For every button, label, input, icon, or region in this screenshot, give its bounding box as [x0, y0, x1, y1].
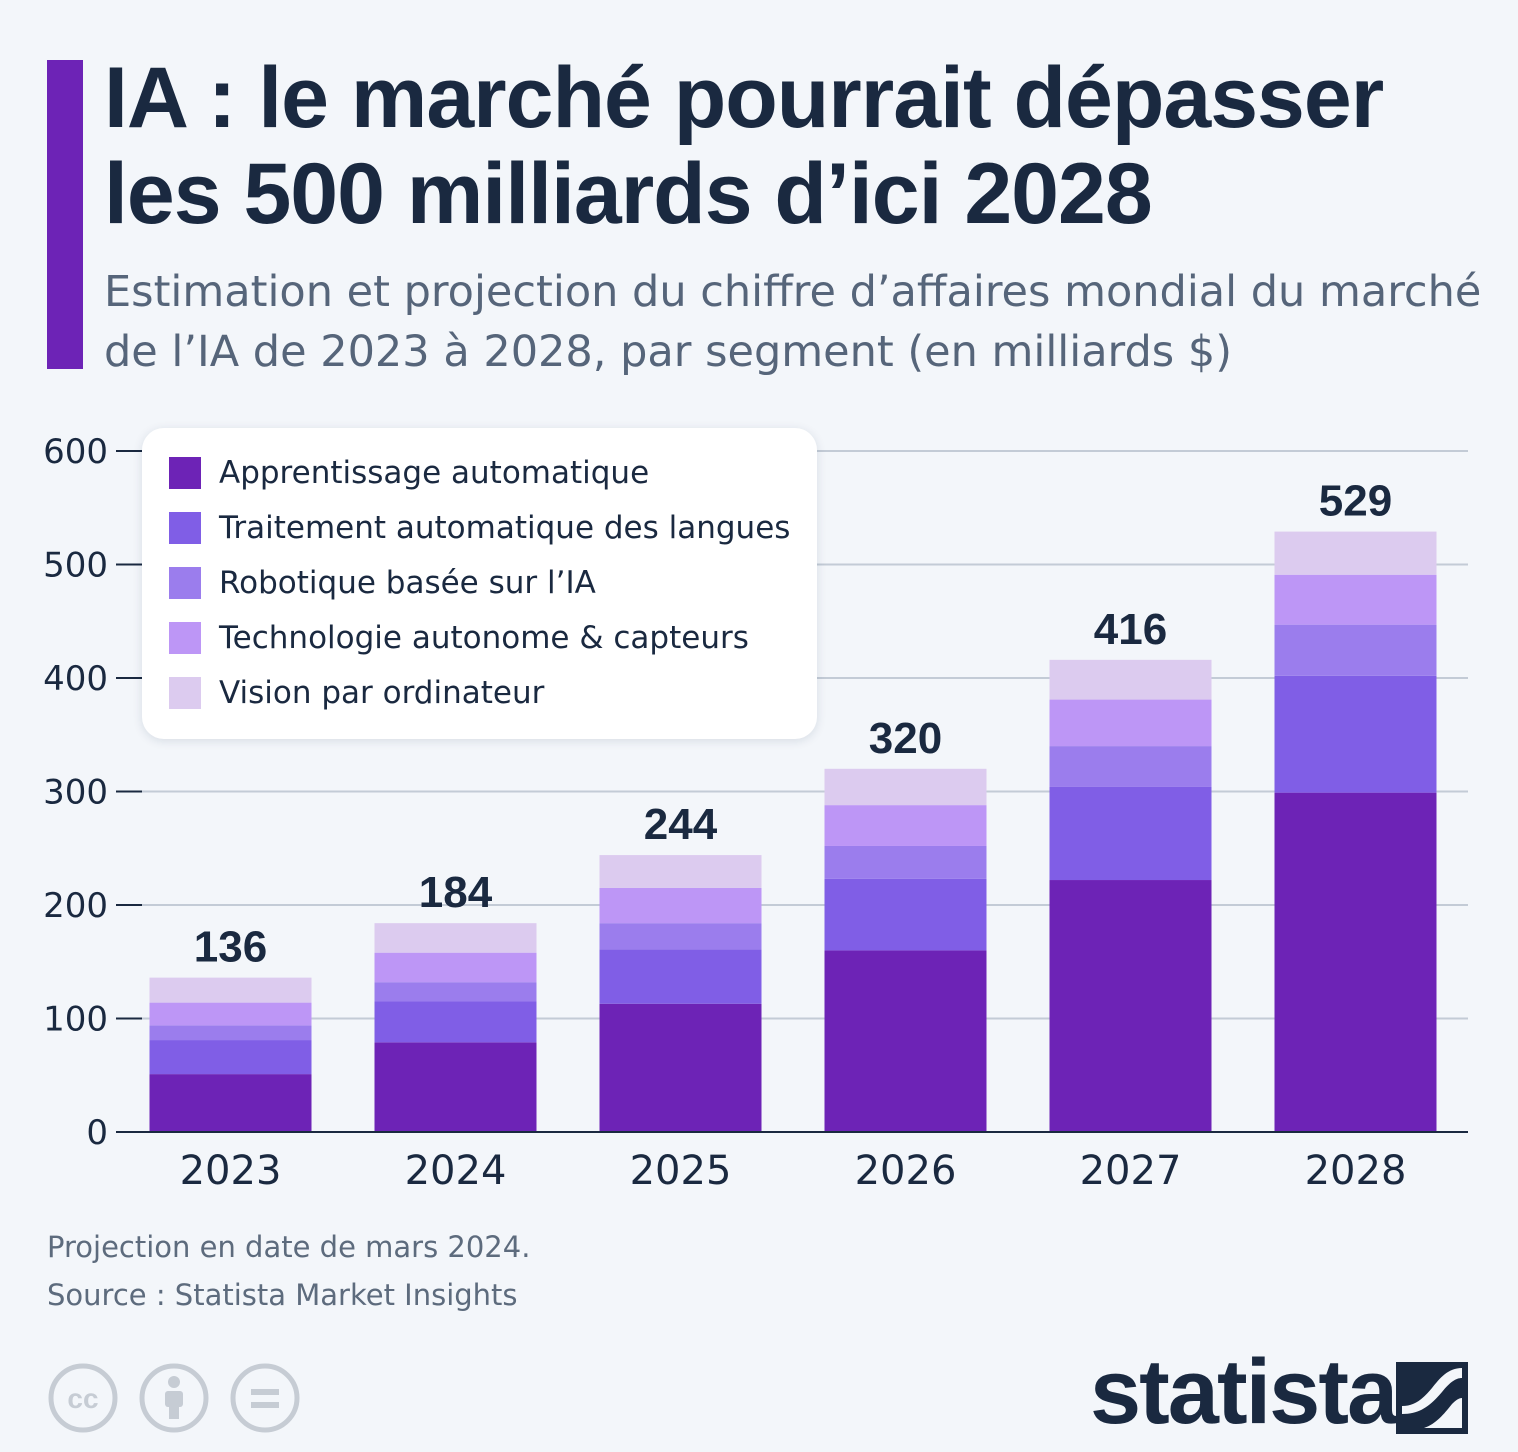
y-tick-label: 100: [43, 1000, 108, 1040]
bar-segment: [1274, 675, 1437, 793]
bar-segment: [824, 768, 987, 806]
statista-brand[interactable]: statista: [1090, 1341, 1398, 1443]
source-link[interactable]: Source : Statista Market Insights: [47, 1278, 518, 1312]
legend-label: Vision par ordinateur: [219, 675, 545, 711]
y-axis-ticks: 0 100 200 300 400 500 600: [43, 432, 108, 1153]
bar-segment: [149, 1074, 312, 1132]
y-tick-label: 300: [43, 773, 108, 813]
y-tick-label: 400: [43, 659, 108, 699]
bar-total-label: 529: [1319, 477, 1392, 526]
bar-total-label: 184: [419, 868, 493, 917]
bar-segment: [149, 977, 312, 1003]
bar-segment: [824, 878, 987, 951]
x-axis-ticks: 2023 2024 2025 2026 2027 2028: [180, 1148, 1407, 1194]
bar-totals: 136 184 244 320 416 529: [194, 477, 1392, 972]
no-derivatives-icon[interactable]: [229, 1362, 301, 1434]
attribution-icon[interactable]: [138, 1362, 210, 1434]
bar-segment: [374, 982, 537, 1002]
bar-total-label: 416: [1094, 605, 1167, 654]
legend-item: Robotique basée sur l’IA: [169, 563, 596, 603]
y-tick-label: 200: [43, 886, 108, 926]
legend-item: Traitement automatique des langues: [169, 508, 790, 548]
legend-item: Vision par ordinateur: [169, 673, 544, 713]
x-tick-label: 2024: [405, 1148, 507, 1194]
stacked-bar-chart: 0 100 200 300 400 500 600 136 184 244 320 416 529 2…: [43, 432, 1468, 1194]
bar-segment: [824, 805, 987, 846]
bar-segment: [149, 1040, 312, 1075]
legend-swatch: [169, 457, 201, 489]
legend-swatch: [169, 677, 201, 709]
title-accent-bar: [47, 60, 83, 369]
legend: Apprentissage automatique Traitement aut…: [142, 428, 817, 739]
x-tick-label: 2023: [180, 1148, 282, 1194]
legend-label: Traitement automatique des langues: [219, 510, 791, 546]
bar-segment: [599, 855, 762, 888]
bar-segment: [1049, 699, 1212, 747]
bar-segment: [1049, 786, 1212, 881]
legend-label: Apprentissage automatique: [219, 455, 650, 491]
bar-segment: [1274, 792, 1437, 1132]
legend-item: Technologie autonome & capteurs: [169, 618, 749, 658]
footnote: Projection en date de mars 2024.: [47, 1230, 531, 1264]
bars: [149, 531, 1437, 1132]
bar-segment: [149, 1002, 312, 1026]
bar-segment: [1274, 574, 1437, 625]
bar-segment: [599, 949, 762, 1004]
bar-segment: [1274, 624, 1437, 676]
legend-label: Robotique basée sur l’IA: [219, 565, 596, 601]
cc-icon[interactable]: cc: [47, 1362, 119, 1434]
bar-segment: [1274, 531, 1437, 575]
bar-segment: [824, 845, 987, 879]
bar-segment: [374, 923, 537, 953]
svg-text:cc: cc: [67, 1383, 98, 1414]
bar-segment: [599, 923, 762, 950]
x-tick-label: 2027: [1080, 1148, 1182, 1194]
x-tick-label: 2028: [1305, 1148, 1407, 1194]
bar-total-label: 244: [644, 800, 718, 849]
bar-segment: [599, 1003, 762, 1132]
bar-segment: [374, 952, 537, 983]
x-tick-label: 2026: [855, 1148, 957, 1194]
statista-logo-icon[interactable]: [1396, 1362, 1468, 1434]
legend-swatch: [169, 512, 201, 544]
x-tick-label: 2025: [630, 1148, 732, 1194]
legend-item: Apprentissage automatique: [169, 453, 649, 493]
y-tick-label: 0: [86, 1113, 108, 1153]
bar-segment: [1049, 880, 1212, 1132]
bar-segment: [1049, 659, 1212, 700]
bar-segment: [599, 887, 762, 924]
legend-swatch: [169, 622, 201, 654]
bar-segment: [824, 950, 987, 1132]
bar-total-label: 136: [194, 923, 267, 972]
bar-segment: [374, 1042, 537, 1132]
bar-total-label: 320: [869, 714, 942, 763]
bar-segment: [149, 1025, 312, 1041]
y-tick-label: 600: [43, 432, 108, 472]
chart-title: IA : le marché pourrait dépasser les 500…: [104, 50, 1384, 242]
legend-swatch: [169, 567, 201, 599]
bar-segment: [374, 1001, 537, 1043]
bar-segment: [1049, 746, 1212, 787]
chart-subtitle: Estimation et projection du chiffre d’af…: [104, 267, 1482, 377]
y-tick-label: 500: [43, 546, 108, 586]
legend-label: Technologie autonome & capteurs: [219, 620, 749, 656]
